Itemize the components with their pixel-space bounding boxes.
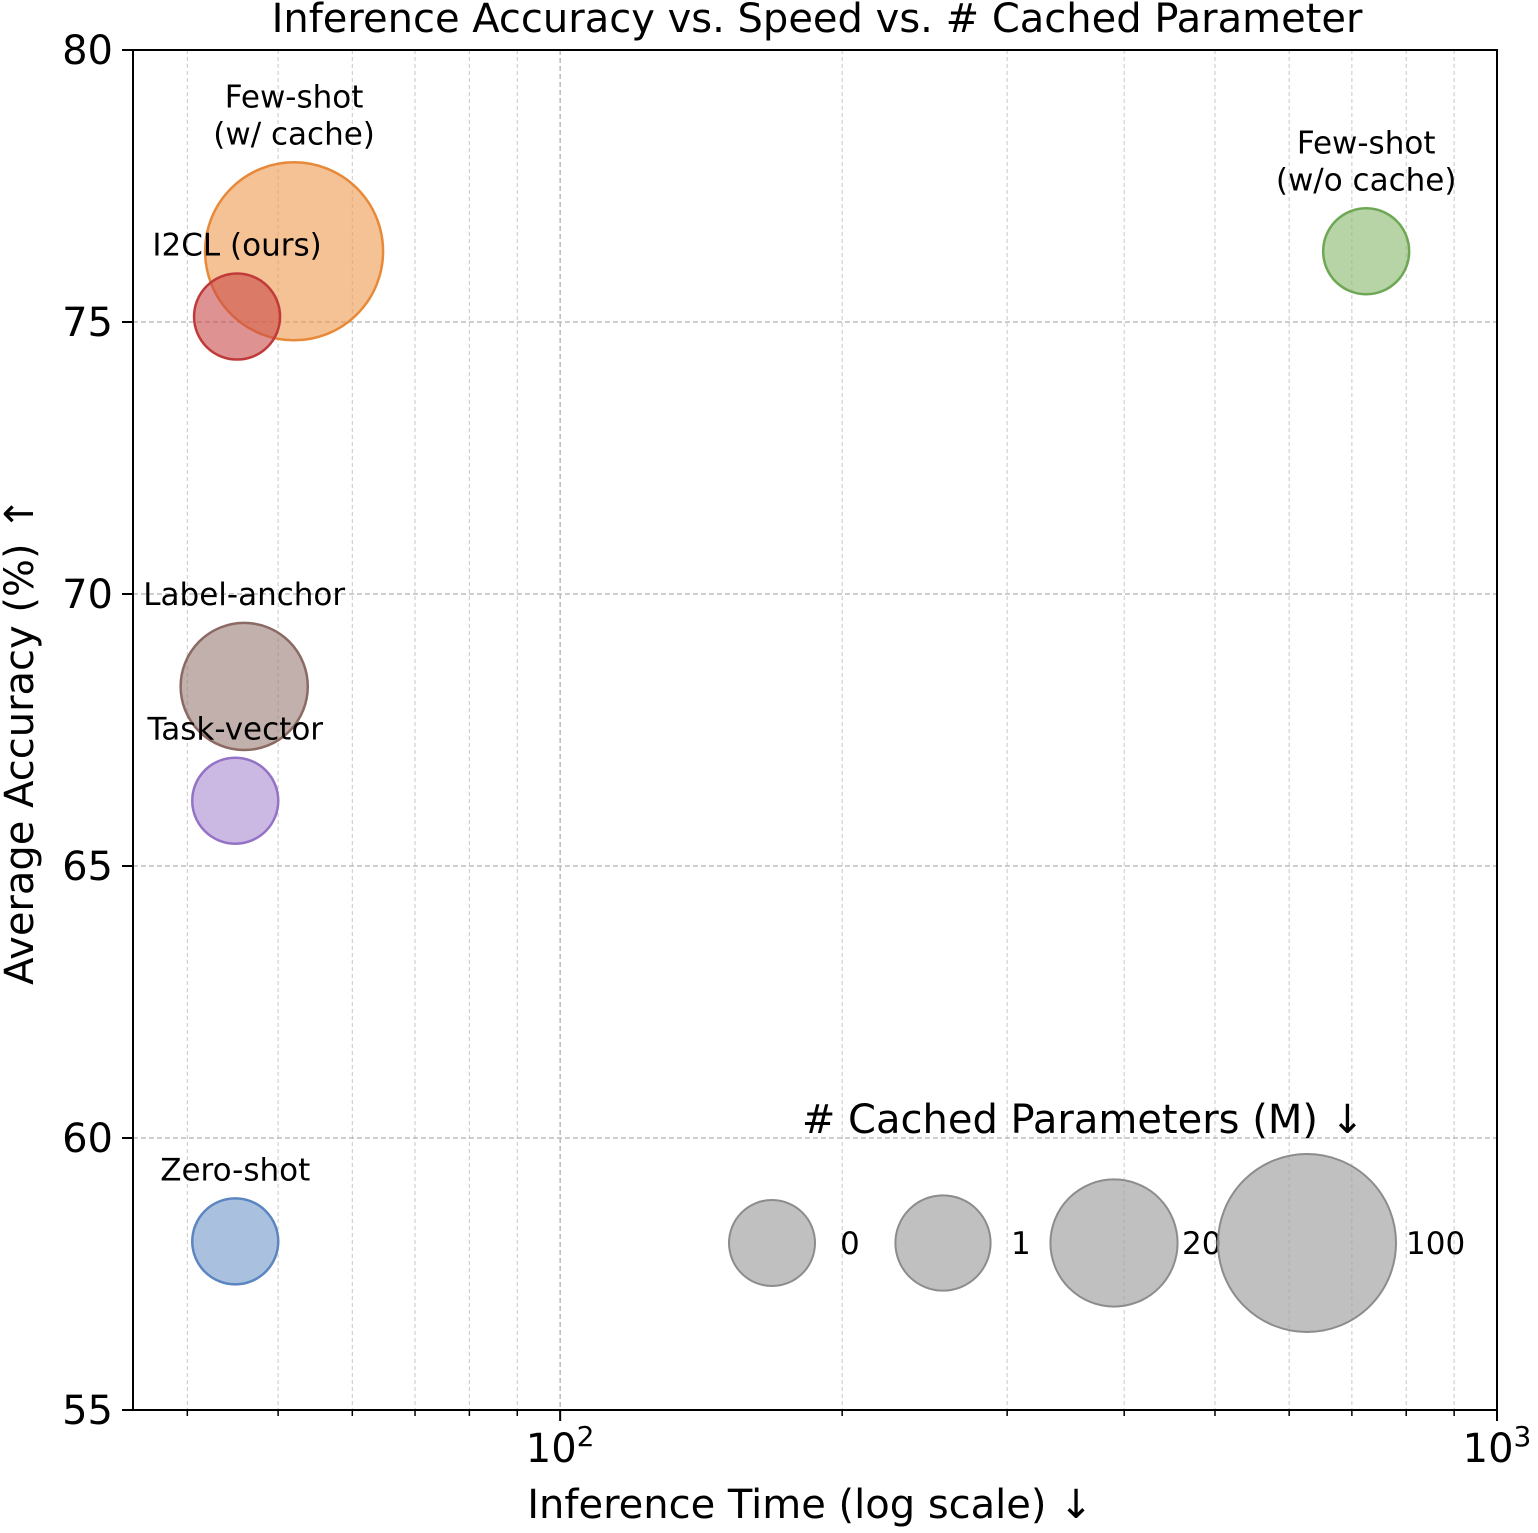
y-tick-label: 55 <box>62 1388 113 1434</box>
point-label: Zero-shot <box>160 1152 310 1188</box>
y-tick-label: 80 <box>62 28 113 74</box>
point-label: Few-shot <box>1297 125 1436 161</box>
point-label: Few-shot <box>225 79 364 115</box>
size-legend: # Cached Parameters (M) ↓ 0 1 20 100 <box>728 1097 1465 1333</box>
legend-label: 0 <box>840 1226 860 1262</box>
bubbles <box>179 161 1411 1286</box>
legend-bubble <box>894 1194 992 1292</box>
point-label: Label-anchor <box>143 577 345 613</box>
legend-label: 1 <box>1011 1226 1031 1262</box>
chart-title: Inference Accuracy vs. Speed vs. # Cache… <box>272 0 1363 42</box>
y-tick-label: 65 <box>62 844 113 890</box>
bubble-label-anchor <box>179 621 310 752</box>
y-tick-label: 60 <box>62 1116 113 1162</box>
point-label: (w/o cache) <box>1276 162 1457 198</box>
point-labels: Zero-shot Task-vector Label-anchor Few-shot… <box>143 79 1456 1188</box>
legend-label: 100 <box>1406 1226 1465 1262</box>
axes-frame <box>132 49 1498 1411</box>
bubble-zero-shot <box>191 1197 280 1286</box>
bubble-few-shot-w-o-cache <box>1321 207 1411 296</box>
legend-label: 20 <box>1182 1226 1221 1262</box>
point-label: (w/ cache) <box>213 116 375 152</box>
y-tick-label: 70 <box>62 572 113 618</box>
point-label: I2CL (ours) <box>152 228 321 264</box>
bubble-i2cl-ours <box>192 272 282 361</box>
y-axis-label: Average Accuracy (%) ↑ <box>0 497 43 985</box>
bubble-task-vector <box>191 756 280 845</box>
legend-bubble <box>1217 1153 1397 1333</box>
legend-title: # Cached Parameters (M) ↓ <box>802 1097 1364 1143</box>
legend-bubble <box>728 1199 816 1287</box>
x-tick-label: 102 <box>526 1420 595 1472</box>
y-tick-label: 75 <box>62 300 113 346</box>
axis-ticks: 102 103 55 60 65 70 75 80 <box>62 28 1531 1472</box>
x-tick-label: 103 <box>1463 1420 1532 1472</box>
x-axis-label: Inference Time (log scale) ↓ <box>527 1482 1093 1528</box>
legend-bubble <box>1049 1178 1179 1308</box>
point-label: Task-vector <box>146 712 323 748</box>
